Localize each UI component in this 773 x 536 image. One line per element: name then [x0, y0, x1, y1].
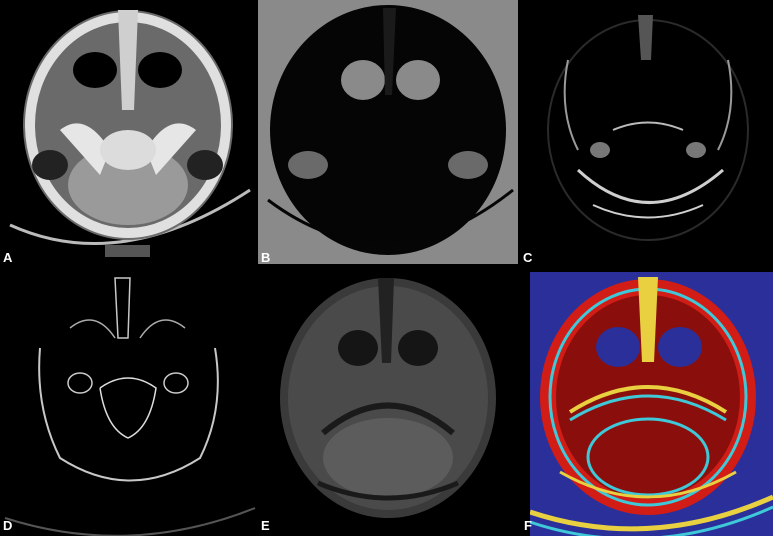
ct-scan-a: [0, 0, 258, 264]
panel-f-pseudocolor-image: [530, 272, 773, 536]
ct-scan-f: [530, 272, 773, 536]
ct-scan-b: [258, 0, 518, 264]
panel-b-thresholded-image: [258, 0, 518, 264]
panel-c-edge-image: [518, 0, 773, 264]
panel-d-outline-image: [0, 268, 258, 536]
panel-f-label: F: [524, 518, 532, 533]
panel-a-label: A: [3, 250, 13, 265]
panel-b-label: B: [261, 250, 271, 265]
panel-d-label: D: [3, 518, 13, 533]
ct-scan-c: [518, 0, 773, 264]
panel-c-label: C: [523, 250, 533, 265]
ct-scan-d: [0, 268, 258, 536]
panel-a-ct-image: [0, 0, 258, 264]
panel-e-soft-tissue-image: [258, 268, 530, 536]
panel-e-label: E: [261, 518, 270, 533]
ct-scan-e: [258, 268, 530, 536]
